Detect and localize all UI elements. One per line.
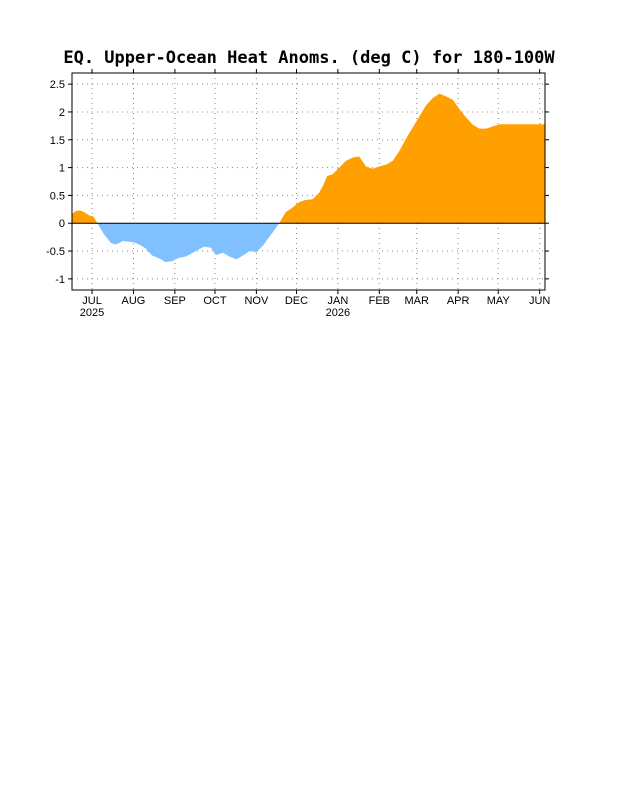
chart-title: EQ. Upper-Ocean Heat Anoms. (deg C) for … bbox=[63, 48, 555, 68]
x-tick-label: JUL bbox=[82, 295, 102, 307]
y-tick-label: 0.5 bbox=[50, 190, 65, 202]
x-tick-year-label: 2026 bbox=[326, 307, 350, 319]
x-tick-label: SEP bbox=[164, 295, 186, 307]
x-tick-year-label: 2025 bbox=[80, 307, 104, 319]
y-tick-label: -1 bbox=[55, 274, 65, 286]
y-axis: 2.5 2 1.5 1 0.5 0 -0.5 -1 bbox=[46, 79, 549, 286]
y-tick-label: 1.5 bbox=[50, 135, 65, 147]
y-tick-label: 2 bbox=[59, 107, 65, 119]
positive-anomaly-area bbox=[72, 93, 545, 224]
y-tick-label: -0.5 bbox=[46, 246, 65, 258]
x-tick-label: APR bbox=[447, 295, 470, 307]
x-tick-label: JUN bbox=[529, 295, 550, 307]
negative-anomaly-area bbox=[97, 223, 280, 263]
plot-frame bbox=[71, 72, 546, 291]
x-tick-label: MAR bbox=[405, 295, 430, 307]
x-tick-label: NOV bbox=[244, 295, 269, 307]
y-tick-label: 1 bbox=[59, 163, 65, 175]
y-tick-label: 2.5 bbox=[50, 79, 65, 91]
area-layer bbox=[72, 93, 545, 263]
x-tick-label: OCT bbox=[203, 295, 227, 307]
x-tick-label: FEB bbox=[369, 295, 390, 307]
x-tick-label: DEC bbox=[285, 295, 308, 307]
x-tick-label: MAY bbox=[487, 295, 511, 307]
y-tick-label: 0 bbox=[59, 218, 65, 230]
x-tick-label: JAN bbox=[328, 295, 349, 307]
x-tick-label: AUG bbox=[122, 295, 146, 307]
